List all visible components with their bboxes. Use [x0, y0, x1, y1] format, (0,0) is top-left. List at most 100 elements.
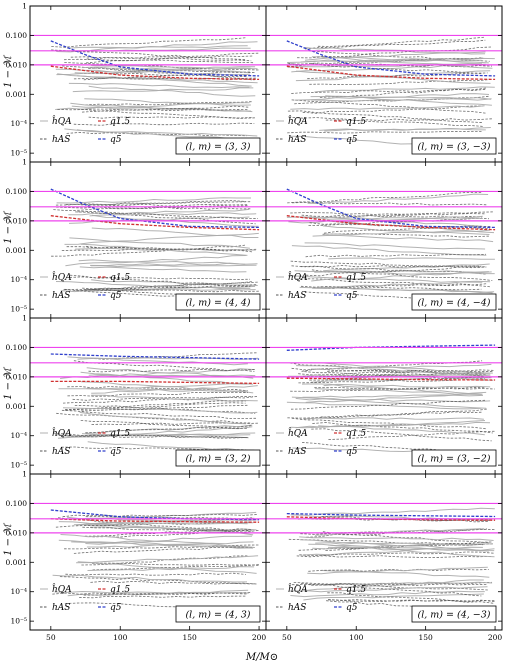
- x-tick-label: 200: [488, 633, 503, 642]
- has-curve: [67, 435, 248, 438]
- has-curve: [69, 274, 251, 288]
- x-tick-label: 150: [418, 633, 433, 642]
- hqa-curve: [296, 70, 491, 84]
- y-tick-label: 1: [22, 314, 27, 323]
- legend-label-has: hAS: [52, 291, 70, 301]
- has-curve: [75, 211, 256, 225]
- hqa-curve: [314, 271, 495, 275]
- y-tick-label: 10⁻⁴: [10, 587, 27, 596]
- legend-label-q15: q1.5: [346, 273, 366, 283]
- hqa-curve: [314, 528, 482, 536]
- legend-label-q15: q1.5: [346, 585, 366, 595]
- hqa-curve: [72, 87, 254, 93]
- has-curve: [52, 592, 247, 595]
- x-tick-label: 50: [282, 633, 292, 642]
- hqa-curve: [55, 102, 250, 110]
- has-curve: [304, 39, 486, 50]
- hqa-curve: [303, 417, 484, 420]
- hqa-curve: [70, 102, 251, 112]
- hqa-curve: [287, 275, 483, 283]
- has-curve: [299, 551, 494, 557]
- has-curve: [309, 50, 490, 62]
- legend-label-q15: q1.5: [346, 429, 366, 439]
- legend-label-q15: q1.5: [110, 429, 130, 439]
- plot-area: [266, 344, 502, 455]
- hqa-curve: [87, 566, 255, 571]
- hqa-curve: [323, 263, 490, 272]
- y-tick-label: 1: [22, 2, 27, 11]
- hqa-curve: [306, 586, 488, 593]
- legend-label-hqa: ĥQA: [52, 583, 72, 595]
- has-curve: [300, 583, 482, 597]
- q15-curve: [50, 65, 260, 81]
- hqa-curve: [91, 227, 259, 238]
- hqa-curve: [71, 541, 252, 549]
- legend-label-has: hAS: [288, 135, 306, 145]
- q15-curve: [50, 215, 260, 231]
- hqa-curve: [299, 536, 494, 541]
- has-curve: [287, 110, 483, 123]
- panel-4: ĥQA q1.5 hAS q5 (l, m) = (4, −4): [265, 161, 503, 319]
- hqa-curve: [287, 59, 482, 63]
- hqa-curve: [86, 541, 254, 548]
- legend-label-hqa: ĥQA: [52, 115, 72, 127]
- legend-label-has: hAS: [52, 603, 70, 613]
- y-tick-label: 0.010: [6, 528, 28, 537]
- has-curve: [291, 88, 486, 94]
- y-tick-label: 0.010: [6, 372, 28, 381]
- x-tick-label: 50: [46, 633, 56, 642]
- legend: ĥQA q1.5 hAS q5: [276, 583, 366, 613]
- hqa-curve: [79, 411, 247, 425]
- q15-curve: [286, 65, 496, 81]
- hqa-curve: [302, 216, 483, 220]
- mode-label-box: [411, 293, 497, 311]
- hqa-curve: [69, 237, 250, 249]
- hqa-curve: [315, 388, 482, 395]
- legend-label-has: hAS: [288, 447, 306, 457]
- has-curve: [53, 432, 248, 439]
- q15-curve: [286, 377, 496, 381]
- has-curve: [64, 288, 260, 293]
- has-curve: [66, 246, 248, 251]
- has-curve: [62, 396, 258, 404]
- hqa-curve: [291, 396, 487, 409]
- hqa-curve: [87, 441, 255, 451]
- mode-label-box: [175, 449, 261, 467]
- hqa-curve: [295, 421, 491, 429]
- y-tick-label: 1: [22, 470, 27, 479]
- hqa-curve: [58, 382, 253, 390]
- panel-1: 1 0.100 0.010 0.001 10⁻⁴ 10⁻⁵ 1 − ℳ ĥQA q1.5 hAS q…: [3, 2, 267, 163]
- legend-label-q15: q1.5: [110, 273, 130, 283]
- panel-frame: [265, 473, 503, 631]
- has-curve: [287, 130, 482, 134]
- hqa-curve: [322, 225, 490, 235]
- hqa-curve: [55, 281, 251, 290]
- y-axis-title: 1 − ℳ: [3, 367, 14, 400]
- has-curve: [304, 371, 485, 380]
- plot-area: [266, 34, 502, 149]
- x-tick-label: 200: [252, 633, 267, 642]
- has-curve: [300, 528, 495, 535]
- has-curve: [297, 46, 492, 59]
- hqa-curve: [310, 95, 492, 100]
- has-curve: [288, 116, 484, 127]
- legend-label-hqa: ĥQA: [288, 427, 308, 439]
- legend-label-q5: q5: [346, 447, 358, 457]
- hqa-curve: [303, 593, 484, 601]
- has-curve: [67, 392, 248, 397]
- hqa-curve: [88, 373, 256, 377]
- hqa-curve: [312, 543, 493, 550]
- plot-area: [266, 188, 502, 302]
- has-curve: [308, 217, 490, 226]
- legend-label-hqa: ĥQA: [288, 115, 308, 127]
- has-curve: [291, 583, 487, 586]
- has-curve: [64, 52, 259, 61]
- legend-label-q5: q5: [346, 291, 358, 301]
- hqa-curve: [323, 280, 491, 289]
- q5-curve: [286, 344, 496, 351]
- legend-label-q5: q5: [110, 135, 122, 145]
- has-curve: [307, 72, 488, 80]
- has-curve: [309, 79, 490, 86]
- q5-curve: [286, 40, 496, 77]
- has-curve: [64, 602, 246, 609]
